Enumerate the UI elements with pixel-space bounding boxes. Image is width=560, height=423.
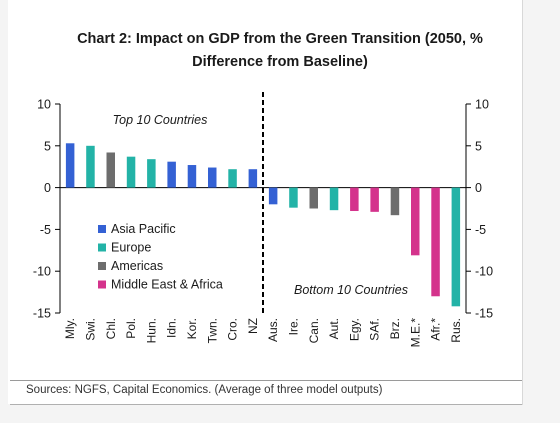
x-tick-label: Twn.	[205, 318, 219, 343]
bar	[248, 169, 258, 188]
bar	[167, 161, 176, 188]
legend-label: Europe	[111, 241, 151, 255]
x-tick-label: Cro.	[226, 318, 240, 341]
y-tick-label-right: -10	[475, 265, 493, 279]
x-tick-label: Aus.	[266, 318, 280, 342]
y-tick-label-right: 10	[475, 98, 489, 112]
bar	[228, 169, 237, 188]
source-note: Sources: NGFS, Capital Economics. (Avera…	[26, 384, 383, 396]
bar	[411, 187, 420, 256]
x-tick-label: Hun.	[144, 318, 158, 343]
x-tick-label: Ire.	[286, 318, 300, 335]
x-tick-label: Can.	[307, 318, 321, 343]
bar	[65, 143, 75, 188]
x-tick-label: M.E.*	[408, 318, 422, 348]
x-tick-label: Egy.	[347, 318, 361, 341]
card-edge	[522, 0, 523, 405]
bar	[208, 167, 217, 188]
bar	[350, 187, 359, 212]
bar	[268, 187, 278, 205]
bar	[147, 159, 156, 188]
legend-swatch	[98, 225, 106, 233]
bar	[309, 187, 318, 209]
bar	[451, 187, 461, 307]
y-tick-label-right: 0	[475, 181, 482, 195]
x-tick-label: Swi.	[83, 318, 97, 341]
bottom-divider	[10, 404, 522, 405]
bar	[390, 187, 400, 216]
chart-title-line-1: Chart 2: Impact on GDP from the Green Tr…	[77, 31, 483, 47]
x-tick-label: Aut.	[327, 318, 341, 339]
x-tick-label: Mly.	[63, 318, 77, 339]
legend-swatch	[98, 280, 106, 289]
x-tick-label: NZ	[246, 318, 260, 334]
y-tick-label-left: 5	[44, 139, 51, 153]
legend-label: Americas	[111, 259, 163, 273]
y-tick-label-left: -5	[40, 223, 51, 237]
x-tick-label: Idn.	[165, 318, 179, 338]
legend-swatch	[98, 262, 106, 270]
x-tick-label: Brz.	[388, 318, 402, 339]
bar	[431, 187, 440, 297]
y-tick-label-right: 5	[475, 139, 482, 153]
x-tick-label: Afr.*	[429, 318, 443, 341]
bar	[370, 187, 379, 212]
source-divider	[10, 380, 522, 381]
annotation-bottom-10: Bottom 10 Countries	[294, 283, 408, 297]
y-tick-label-right: -5	[475, 223, 486, 237]
y-tick-label-right: -15	[475, 307, 493, 321]
legend-swatch	[98, 243, 106, 252]
x-tick-label: Chl.	[104, 318, 118, 339]
bar	[106, 152, 115, 188]
legend-label: Asia Pacific	[111, 222, 176, 236]
x-tick-label: Rus.	[449, 318, 463, 343]
y-tick-label-left: -15	[33, 307, 51, 321]
bar	[126, 156, 136, 188]
bar	[187, 165, 197, 188]
y-tick-label-left: 10	[37, 98, 51, 112]
annotation-top-10: Top 10 Countries	[113, 113, 208, 127]
y-tick-label-left: -10	[33, 265, 51, 279]
x-tick-label: SAf.	[368, 318, 382, 341]
legend-label: Middle East & Africa	[111, 278, 223, 292]
x-tick-label: Kor.	[185, 318, 199, 339]
chart-title-line-2: Difference from Baseline)	[192, 54, 368, 70]
bar	[86, 145, 95, 188]
chart-plot: 10 10 5 5 0 0 -5 -5 -10 -10 -15 -15 Mly. Swi. Chl. Pol.…	[33, 92, 493, 348]
bar	[329, 187, 339, 211]
x-tick-label: Pol.	[124, 318, 138, 339]
y-tick-label-left: 0	[44, 181, 51, 195]
bar	[289, 187, 298, 208]
chart-title: Chart 2: Impact on GDP from the Green Tr…	[0, 28, 560, 74]
